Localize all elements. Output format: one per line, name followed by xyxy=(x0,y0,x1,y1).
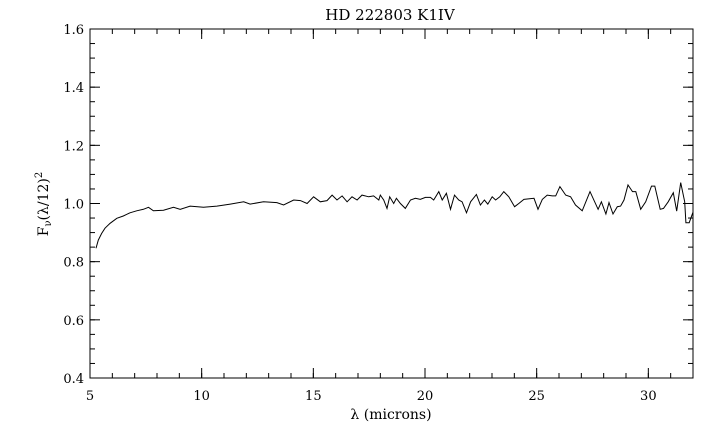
y-label-sup: 2 xyxy=(34,172,45,178)
y-label-rest: (λ/12) xyxy=(36,178,52,220)
x-tick-label: 25 xyxy=(528,389,545,404)
x-tick-label: 30 xyxy=(640,389,657,404)
y-label-sub: ν xyxy=(43,220,54,226)
spectrum-line xyxy=(95,182,694,249)
x-axis-label: λ (microns) xyxy=(350,407,431,423)
x-tick-label: 15 xyxy=(305,389,322,404)
x-tick-label: 10 xyxy=(193,389,210,404)
y-label-base: F xyxy=(36,226,52,236)
x-tick-label: 5 xyxy=(86,389,94,404)
y-tick-label: 0.6 xyxy=(63,314,84,329)
y-tick-label: 1.0 xyxy=(63,198,84,213)
y-axis-label: Fν(λ/12)2 xyxy=(34,172,54,237)
y-tick-label: 1.6 xyxy=(63,23,84,38)
chart-title: HD 222803 K1IV xyxy=(325,6,456,24)
y-tick-label: 0.4 xyxy=(63,372,84,387)
x-tick-label: 20 xyxy=(417,389,434,404)
plot-area xyxy=(95,182,694,249)
y-tick-label: 0.8 xyxy=(63,256,84,271)
y-tick-label: 1.2 xyxy=(63,139,84,154)
y-tick-label: 1.4 xyxy=(63,81,84,96)
ticks: 5 10 15 20 25 30 0.4 0.6 0.8 1.0 1.2 1.4 1.6 xyxy=(63,23,694,404)
